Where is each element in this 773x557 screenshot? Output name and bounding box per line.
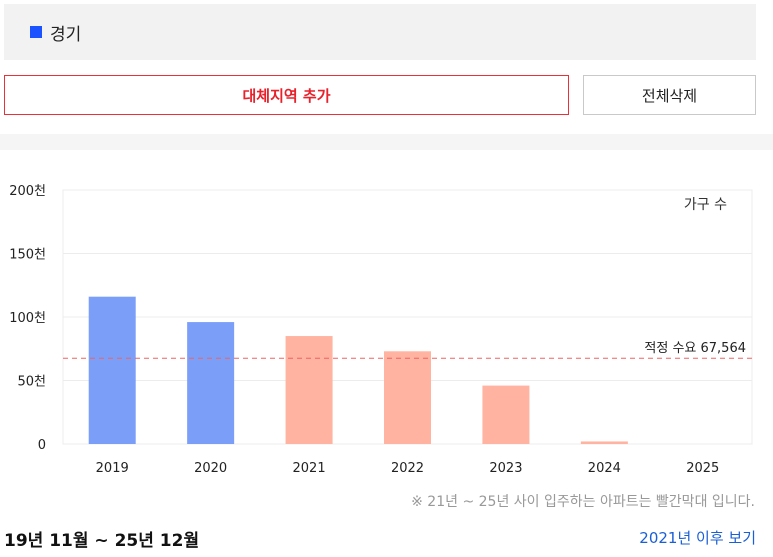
view-after-2021-link[interactable]: 2021년 이후 보기 bbox=[639, 529, 756, 547]
region-color-swatch bbox=[30, 26, 42, 38]
section-divider bbox=[0, 134, 773, 150]
x-tick-label: 2025 bbox=[686, 461, 719, 476]
y-tick-label: 150천 bbox=[9, 248, 46, 263]
demand-reference-label: 적정 수요 67,564 bbox=[644, 341, 746, 356]
x-tick-label: 2022 bbox=[391, 461, 424, 476]
bar-2019 bbox=[88, 296, 136, 444]
bar-2024 bbox=[580, 441, 628, 444]
x-tick-label: 2023 bbox=[489, 461, 522, 476]
y-tick-label: 50천 bbox=[17, 375, 46, 390]
x-tick-label: 2019 bbox=[96, 461, 129, 476]
bar-2021 bbox=[285, 336, 333, 444]
y-tick-label: 100천 bbox=[9, 311, 46, 326]
region-header: 경기 bbox=[4, 4, 756, 60]
delete-all-button[interactable]: 전체삭제 bbox=[583, 75, 756, 115]
region-label: 경기 bbox=[50, 24, 82, 45]
y-tick-label: 200천 bbox=[9, 184, 46, 199]
bar-2020 bbox=[187, 322, 235, 444]
bar-2023 bbox=[482, 385, 530, 444]
chart-legend-label: 가구 수 bbox=[684, 197, 727, 213]
bar-2022 bbox=[384, 351, 431, 444]
x-tick-label: 2024 bbox=[588, 461, 621, 476]
x-tick-label: 2021 bbox=[293, 461, 326, 476]
period-label: 19년 11월 ~ 25년 12월 bbox=[4, 531, 200, 551]
supply-bar-chart: 0 50천 100천 150천 200천 2019 2020 2021 2022 2023 2024… bbox=[9, 184, 753, 476]
add-alternative-region-button[interactable]: 대체지역 추가 bbox=[4, 75, 569, 115]
y-tick-label: 0 bbox=[38, 438, 46, 453]
x-tick-label: 2020 bbox=[194, 461, 227, 476]
chart-note: ※ 21년 ~ 25년 사이 입주하는 아파트는 빨간막대 입니다. bbox=[411, 494, 755, 510]
